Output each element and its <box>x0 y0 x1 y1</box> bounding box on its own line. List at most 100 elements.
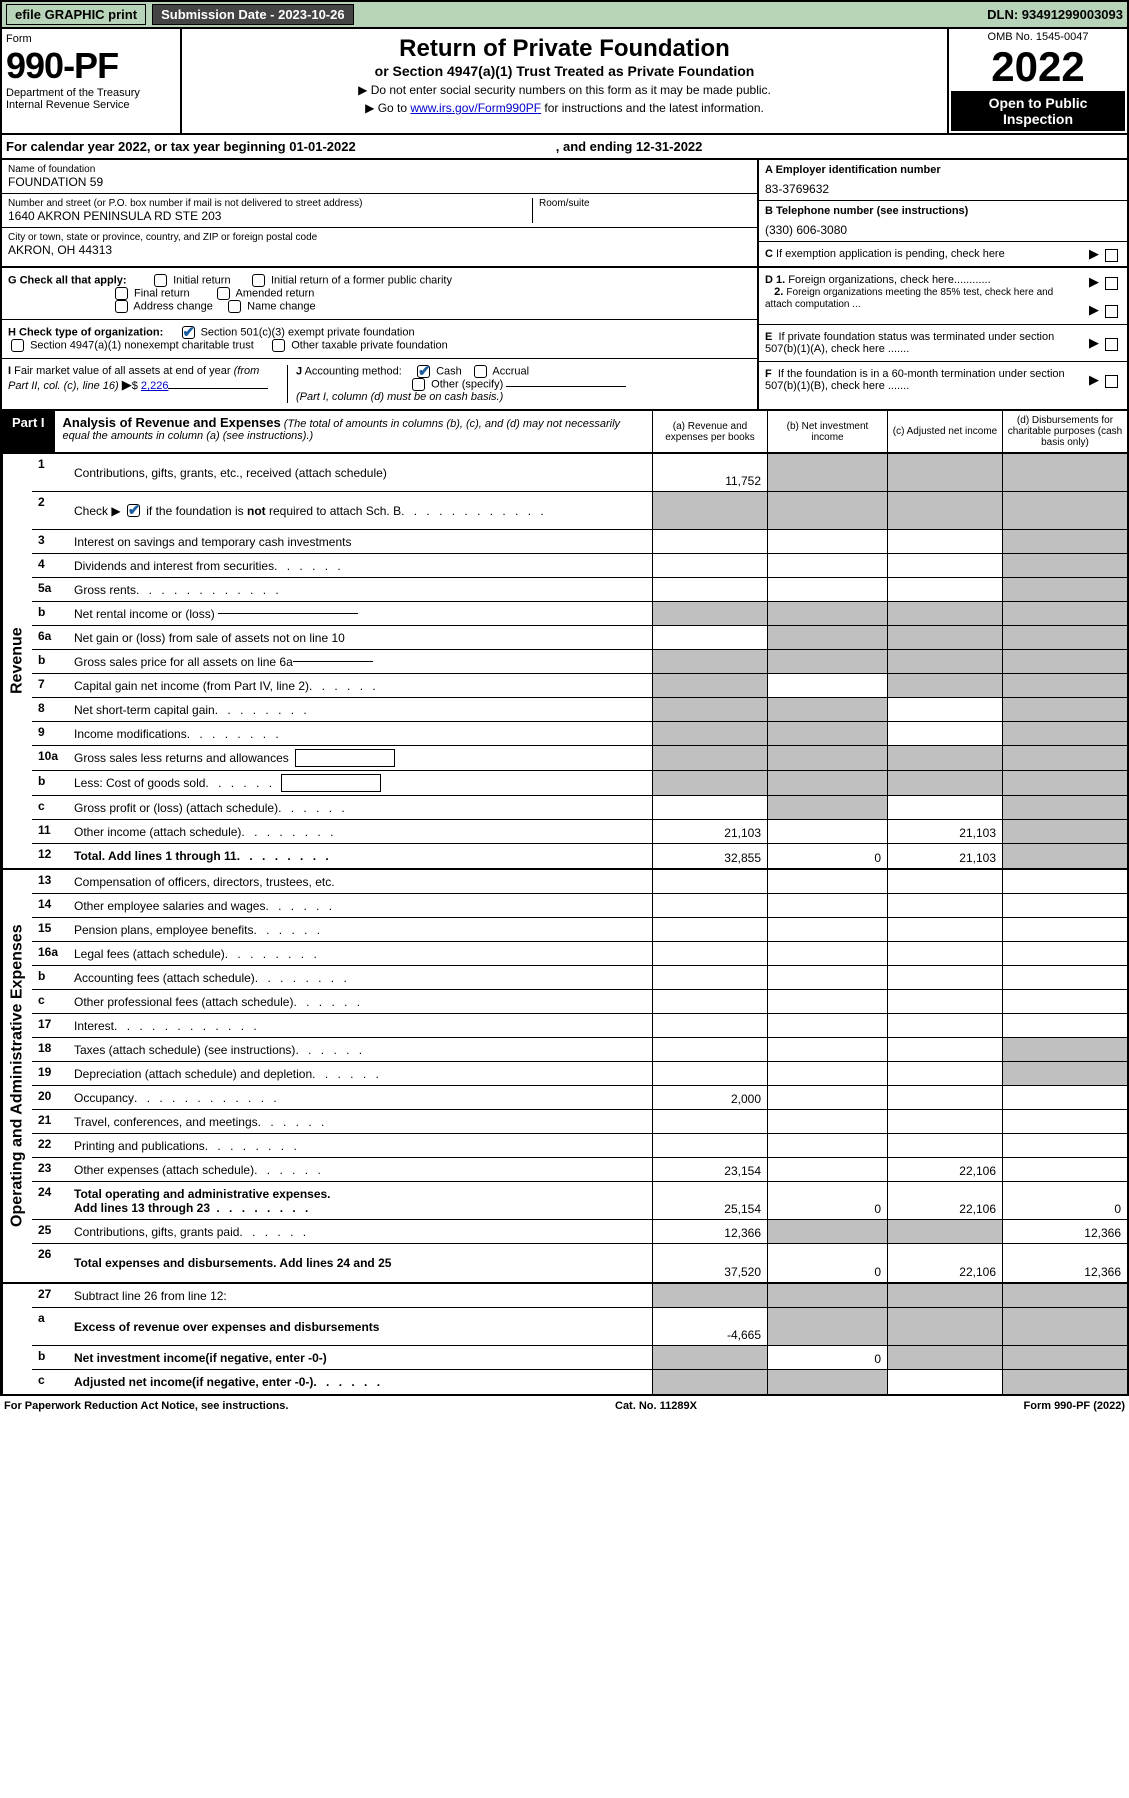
h-4947-checkbox[interactable] <box>11 339 24 352</box>
calyear-begin: For calendar year 2022, or tax year begi… <box>6 139 356 154</box>
line16a-desc: Legal fees (attach schedule) <box>70 942 652 965</box>
line3-desc: Interest on savings and temporary cash i… <box>70 530 652 553</box>
note-ssn: ▶ Do not enter social security numbers o… <box>188 83 941 97</box>
g-address-label: Address change <box>133 300 213 312</box>
revenue-side-label: Revenue <box>2 454 32 868</box>
submission-date: Submission Date - 2023-10-26 <box>152 4 354 25</box>
g-label: G Check all that apply: <box>8 274 127 286</box>
line16c-desc: Other professional fees (attach schedule… <box>70 990 652 1013</box>
irs: Internal Revenue Service <box>6 99 176 111</box>
line20-a: 2,000 <box>652 1086 767 1109</box>
g-amended-checkbox[interactable] <box>217 287 230 300</box>
dln: DLN: 93491299003093 <box>987 7 1123 22</box>
form-title: Return of Private Foundation <box>188 35 941 63</box>
line13-desc: Compensation of officers, directors, tru… <box>70 870 652 893</box>
line12-desc: Total. Add lines 1 through 11 <box>70 844 652 868</box>
line26-c: 22,106 <box>887 1244 1002 1282</box>
line12-a: 32,855 <box>652 844 767 868</box>
g-final-checkbox[interactable] <box>115 287 128 300</box>
footer-right: Form 990-PF (2022) <box>1024 1400 1126 1412</box>
h-501-checkbox[interactable] <box>182 326 195 339</box>
line1-desc: Contributions, gifts, grants, etc., rece… <box>70 454 652 491</box>
f-checkbox[interactable] <box>1105 375 1118 388</box>
line26-desc: Total expenses and disbursements. Add li… <box>70 1244 652 1282</box>
e-label: If private foundation status was termina… <box>765 331 1054 355</box>
d2-checkbox[interactable] <box>1105 305 1118 318</box>
revenue-section: Revenue 1Contributions, gifts, grants, e… <box>0 454 1129 870</box>
line7-desc: Capital gain net income (from Part IV, l… <box>70 674 652 697</box>
g-initial-former-checkbox[interactable] <box>252 274 265 287</box>
line24-desc: Total operating and administrative expen… <box>70 1182 652 1219</box>
g-initial-label: Initial return <box>173 274 230 286</box>
phone-label: B Telephone number (see instructions) <box>765 205 968 217</box>
city-label: City or town, state or province, country… <box>8 232 751 243</box>
open-inspection: Open to Public Inspection <box>951 91 1125 131</box>
g-address-checkbox[interactable] <box>115 300 128 313</box>
line5b-desc: Net rental income or (loss) <box>70 602 652 625</box>
ein-label: A Employer identification number <box>765 164 941 176</box>
d1-checkbox[interactable] <box>1105 277 1118 290</box>
line15-desc: Pension plans, employee benefits <box>70 918 652 941</box>
j-other-checkbox[interactable] <box>412 378 425 391</box>
g-initial-former-label: Initial return of a former public charit… <box>271 274 452 286</box>
omb: OMB No. 1545-0047 <box>951 31 1125 43</box>
j-accrual-checkbox[interactable] <box>474 365 487 378</box>
g-initial-checkbox[interactable] <box>154 274 167 287</box>
d1-label: Foreign organizations, check here.......… <box>788 274 990 286</box>
line2-checkbox[interactable] <box>127 504 140 517</box>
form-word: Form <box>6 33 176 45</box>
part1-header: Part I Analysis of Revenue and Expenses … <box>0 411 1129 454</box>
part1-title: Analysis of Revenue and Expenses <box>63 415 281 430</box>
line26-a: 37,520 <box>652 1244 767 1282</box>
fmv-value[interactable]: 2,226 <box>141 380 169 392</box>
line17-desc: Interest <box>70 1014 652 1037</box>
form990pf-link[interactable]: www.irs.gov/Form990PF <box>410 101 541 115</box>
line4-desc: Dividends and interest from securities <box>70 554 652 577</box>
line6b-desc: Gross sales price for all assets on line… <box>70 650 652 673</box>
line1-a: 11,752 <box>652 454 767 491</box>
line11-c: 21,103 <box>887 820 1002 843</box>
line26-b: 0 <box>767 1244 887 1282</box>
j-note: (Part I, column (d) must be on cash basi… <box>296 391 503 403</box>
line22-desc: Printing and publications <box>70 1134 652 1157</box>
line12-b: 0 <box>767 844 887 868</box>
line27-section: 27Subtract line 26 from line 12: aExcess… <box>0 1284 1129 1396</box>
j-label: J <box>296 365 302 377</box>
city-state-zip: AKRON, OH 44313 <box>8 243 751 257</box>
line27b-desc: Net investment income (if negative, ente… <box>70 1346 652 1369</box>
footer-mid: Cat. No. 11289X <box>615 1400 697 1412</box>
line20-desc: Occupancy <box>70 1086 652 1109</box>
g-name-checkbox[interactable] <box>228 300 241 313</box>
line10b-desc: Less: Cost of goods sold <box>70 771 652 795</box>
line8-desc: Net short-term capital gain <box>70 698 652 721</box>
g-final-label: Final return <box>134 287 190 299</box>
c-checkbox[interactable] <box>1105 249 1118 262</box>
phone-value: (330) 606-3080 <box>765 223 1121 237</box>
topbar: efile GRAPHIC print Submission Date - 20… <box>0 0 1129 29</box>
c-label: If exemption application is pending, che… <box>776 248 1005 260</box>
line27a-a: -4,665 <box>652 1308 767 1345</box>
line23-desc: Other expenses (attach schedule) <box>70 1158 652 1181</box>
footer: For Paperwork Reduction Act Notice, see … <box>0 1396 1129 1416</box>
line26-d: 12,366 <box>1002 1244 1127 1282</box>
line27c-desc: Adjusted net income (if negative, enter … <box>70 1370 652 1394</box>
h-other-label: Other taxable private foundation <box>291 339 448 351</box>
j-cash-checkbox[interactable] <box>417 365 430 378</box>
d2-label: Foreign organizations meeting the 85% te… <box>765 287 1053 310</box>
line27-desc: Subtract line 26 from line 12: <box>70 1284 652 1307</box>
j-other-label: Other (specify) <box>431 378 503 390</box>
line25-a: 12,366 <box>652 1220 767 1243</box>
line23-a: 23,154 <box>652 1158 767 1181</box>
h-4947-label: Section 4947(a)(1) nonexempt charitable … <box>30 339 254 351</box>
e-checkbox[interactable] <box>1105 338 1118 351</box>
h-other-checkbox[interactable] <box>272 339 285 352</box>
tax-year: 2022 <box>951 43 1125 91</box>
g-amended-label: Amended return <box>236 287 315 299</box>
h-label: H Check type of organization: <box>8 326 163 338</box>
g-name-label: Name change <box>247 300 316 312</box>
line21-desc: Travel, conferences, and meetings <box>70 1110 652 1133</box>
part1-label: Part I <box>2 411 55 452</box>
line9-desc: Income modifications <box>70 722 652 745</box>
info-grid: Name of foundation FOUNDATION 59 Number … <box>0 160 1129 268</box>
goto-post: for instructions and the latest informat… <box>541 101 764 115</box>
